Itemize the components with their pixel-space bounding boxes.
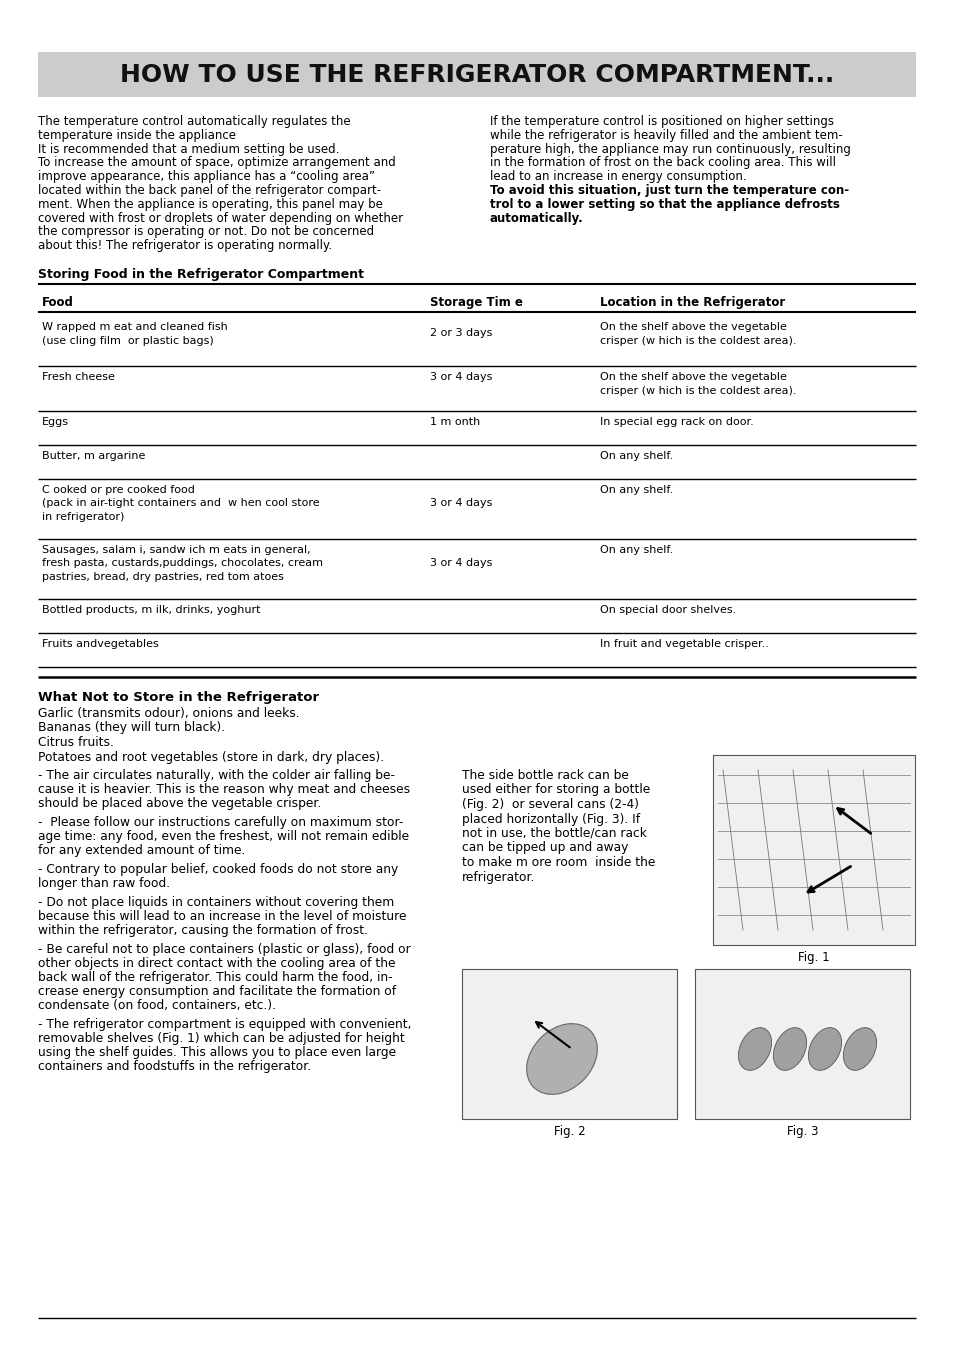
Text: On the shelf above the vegetable: On the shelf above the vegetable xyxy=(599,372,786,382)
Text: in the formation of frost on the back cooling area. This will: in the formation of frost on the back co… xyxy=(490,157,835,169)
Text: Fresh cheese: Fresh cheese xyxy=(42,372,114,382)
Text: 3 or 4 days: 3 or 4 days xyxy=(430,372,492,382)
Text: On special door shelves.: On special door shelves. xyxy=(599,605,736,615)
Text: containers and foodstuffs in the refrigerator.: containers and foodstuffs in the refrige… xyxy=(38,1061,311,1073)
Text: HOW TO USE THE REFRIGERATOR COMPARTMENT...: HOW TO USE THE REFRIGERATOR COMPARTMENT.… xyxy=(120,62,833,86)
Text: pastries, bread, dry pastries, red tom atoes: pastries, bread, dry pastries, red tom a… xyxy=(42,571,284,582)
Bar xyxy=(695,969,909,1119)
Ellipse shape xyxy=(842,1028,876,1070)
Text: 3 or 4 days: 3 or 4 days xyxy=(430,558,492,567)
Ellipse shape xyxy=(773,1028,805,1070)
Ellipse shape xyxy=(807,1028,841,1070)
Text: the compressor is operating or not. Do not be concerned: the compressor is operating or not. Do n… xyxy=(38,226,374,238)
Text: removable shelves (Fig. 1) which can be adjusted for height: removable shelves (Fig. 1) which can be … xyxy=(38,1032,404,1046)
Bar xyxy=(38,51,915,97)
Text: longer than raw food.: longer than raw food. xyxy=(38,877,170,890)
Text: fresh pasta, custards,puddings, chocolates, cream: fresh pasta, custards,puddings, chocolat… xyxy=(42,558,323,569)
Text: In special egg rack on door.: In special egg rack on door. xyxy=(599,417,753,427)
Text: Citrus fruits.: Citrus fruits. xyxy=(38,736,113,748)
Text: about this! The refrigerator is operating normally.: about this! The refrigerator is operatin… xyxy=(38,239,332,253)
Text: crisper (w hich is the coldest area).: crisper (w hich is the coldest area). xyxy=(599,335,796,346)
Text: - Contrary to popular belief, cooked foods do not store any: - Contrary to popular belief, cooked foo… xyxy=(38,863,397,875)
Text: Fig. 2: Fig. 2 xyxy=(553,1125,585,1138)
Text: using the shelf guides. This allows you to place even large: using the shelf guides. This allows you … xyxy=(38,1046,395,1059)
Text: placed horizontally (Fig. 3). If: placed horizontally (Fig. 3). If xyxy=(461,812,639,825)
Text: Location in the Refrigerator: Location in the Refrigerator xyxy=(599,296,784,309)
Bar xyxy=(712,755,914,944)
Text: within the refrigerator, causing the formation of frost.: within the refrigerator, causing the for… xyxy=(38,924,368,938)
Text: back wall of the refrigerator. This could harm the food, in-: back wall of the refrigerator. This coul… xyxy=(38,971,393,984)
Text: (Fig. 2)  or several cans (2-4): (Fig. 2) or several cans (2-4) xyxy=(461,798,639,811)
Text: - The air circulates naturally, with the colder air falling be-: - The air circulates naturally, with the… xyxy=(38,769,395,782)
Text: - Be careful not to place containers (plastic or glass), food or: - Be careful not to place containers (pl… xyxy=(38,943,411,957)
Text: On the shelf above the vegetable: On the shelf above the vegetable xyxy=(599,322,786,332)
Text: automatically.: automatically. xyxy=(490,212,583,224)
Text: On any shelf.: On any shelf. xyxy=(599,544,673,555)
Text: temperature inside the appliance: temperature inside the appliance xyxy=(38,128,235,142)
Text: Fig. 3: Fig. 3 xyxy=(786,1125,818,1138)
Text: because this will lead to an increase in the level of moisture: because this will lead to an increase in… xyxy=(38,911,406,923)
Text: - The refrigerator compartment is equipped with convenient,: - The refrigerator compartment is equipp… xyxy=(38,1019,411,1031)
Text: 2 or 3 days: 2 or 3 days xyxy=(430,328,492,339)
Text: not in use, the bottle/can rack: not in use, the bottle/can rack xyxy=(461,827,646,840)
Text: crease energy consumption and facilitate the formation of: crease energy consumption and facilitate… xyxy=(38,985,395,998)
Text: age time: any food, even the freshest, will not remain edible: age time: any food, even the freshest, w… xyxy=(38,830,409,843)
Text: perature high, the appliance may run continuously, resulting: perature high, the appliance may run con… xyxy=(490,143,850,155)
Text: Butter, m argarine: Butter, m argarine xyxy=(42,451,145,461)
Text: Garlic (transmits odour), onions and leeks.: Garlic (transmits odour), onions and lee… xyxy=(38,707,299,720)
Text: 3 or 4 days: 3 or 4 days xyxy=(430,499,492,508)
Text: Sausages, salam i, sandw ich m eats in general,: Sausages, salam i, sandw ich m eats in g… xyxy=(42,544,311,555)
Text: Fig. 1: Fig. 1 xyxy=(798,951,829,965)
Text: To increase the amount of space, optimize arrangement and: To increase the amount of space, optimiz… xyxy=(38,157,395,169)
Text: Eggs: Eggs xyxy=(42,417,69,427)
Text: refrigerator.: refrigerator. xyxy=(461,870,535,884)
Text: other objects in direct contact with the cooling area of the: other objects in direct contact with the… xyxy=(38,957,395,970)
Text: - Do not place liquids in containers without covering them: - Do not place liquids in containers wit… xyxy=(38,896,394,909)
Text: To avoid this situation, just turn the temperature con-: To avoid this situation, just turn the t… xyxy=(490,184,848,197)
Text: in refrigerator): in refrigerator) xyxy=(42,512,124,521)
Text: lead to an increase in energy consumption.: lead to an increase in energy consumptio… xyxy=(490,170,746,184)
Text: Bananas (they will turn black).: Bananas (they will turn black). xyxy=(38,721,225,735)
Bar xyxy=(461,969,677,1119)
Text: Fruits andvegetables: Fruits andvegetables xyxy=(42,639,158,648)
Text: covered with frost or droplets of water depending on whether: covered with frost or droplets of water … xyxy=(38,212,403,224)
Text: It is recommended that a medium setting be used.: It is recommended that a medium setting … xyxy=(38,143,339,155)
Text: The side bottle rack can be: The side bottle rack can be xyxy=(461,769,628,782)
Text: can be tipped up and away: can be tipped up and away xyxy=(461,842,628,854)
Text: while the refrigerator is heavily filled and the ambient tem-: while the refrigerator is heavily filled… xyxy=(490,128,841,142)
Text: If the temperature control is positioned on higher settings: If the temperature control is positioned… xyxy=(490,115,833,128)
Text: condensate (on food, containers, etc.).: condensate (on food, containers, etc.). xyxy=(38,998,275,1012)
Text: ment. When the appliance is operating, this panel may be: ment. When the appliance is operating, t… xyxy=(38,197,382,211)
Text: crisper (w hich is the coldest area).: crisper (w hich is the coldest area). xyxy=(599,385,796,396)
Text: cause it is heavier. This is the reason why meat and cheeses: cause it is heavier. This is the reason … xyxy=(38,784,410,796)
Text: The temperature control automatically regulates the: The temperature control automatically re… xyxy=(38,115,351,128)
Ellipse shape xyxy=(738,1028,771,1070)
Text: Food: Food xyxy=(42,296,73,309)
Text: On any shelf.: On any shelf. xyxy=(599,485,673,494)
Text: 1 m onth: 1 m onth xyxy=(430,417,479,427)
Text: (pack in air-tight containers and  w hen cool store: (pack in air-tight containers and w hen … xyxy=(42,499,319,508)
Text: Potatoes and root vegetables (store in dark, dry places).: Potatoes and root vegetables (store in d… xyxy=(38,751,384,763)
Text: should be placed above the vegetable crisper.: should be placed above the vegetable cri… xyxy=(38,797,321,811)
Text: Bottled products, m ilk, drinks, yoghurt: Bottled products, m ilk, drinks, yoghurt xyxy=(42,605,260,615)
Text: W rapped m eat and cleaned fish: W rapped m eat and cleaned fish xyxy=(42,322,228,332)
Text: located within the back panel of the refrigerator compart-: located within the back panel of the ref… xyxy=(38,184,381,197)
Text: On any shelf.: On any shelf. xyxy=(599,451,673,461)
Text: improve appearance, this appliance has a “cooling area”: improve appearance, this appliance has a… xyxy=(38,170,375,184)
Text: C ooked or pre cooked food: C ooked or pre cooked food xyxy=(42,485,194,494)
Text: used either for storing a bottle: used either for storing a bottle xyxy=(461,784,650,797)
Text: -  Please follow our instructions carefully on maximum stor-: - Please follow our instructions careful… xyxy=(38,816,403,830)
Text: (use cling film  or plastic bags): (use cling film or plastic bags) xyxy=(42,335,213,346)
Text: Storage Tim e: Storage Tim e xyxy=(430,296,522,309)
Text: for any extended amount of time.: for any extended amount of time. xyxy=(38,844,245,857)
Text: to make m ore room  inside the: to make m ore room inside the xyxy=(461,857,655,869)
Text: trol to a lower setting so that the appliance defrosts: trol to a lower setting so that the appl… xyxy=(490,197,839,211)
Ellipse shape xyxy=(526,1024,597,1094)
Text: Storing Food in the Refrigerator Compartment: Storing Food in the Refrigerator Compart… xyxy=(38,267,364,281)
Text: What Not to Store in the Refrigerator: What Not to Store in the Refrigerator xyxy=(38,690,319,704)
Text: In fruit and vegetable crisper..: In fruit and vegetable crisper.. xyxy=(599,639,768,648)
